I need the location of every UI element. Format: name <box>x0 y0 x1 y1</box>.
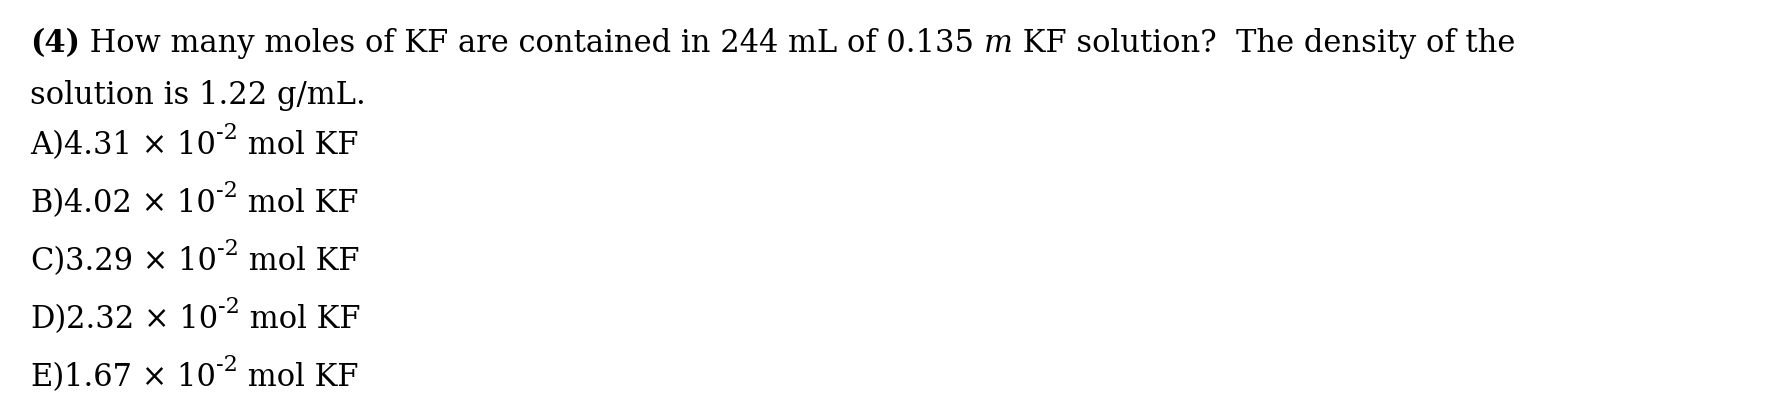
Text: m: m <box>983 28 1013 59</box>
Text: -2: -2 <box>216 180 237 202</box>
Text: mol KF: mol KF <box>237 130 359 161</box>
Text: A): A) <box>30 130 64 161</box>
Text: mol KF: mol KF <box>239 362 359 393</box>
Text: KF solution?  The density of the: KF solution? The density of the <box>1013 28 1515 59</box>
Text: -2: -2 <box>216 122 237 144</box>
Text: 4.02 × 10: 4.02 × 10 <box>64 188 216 219</box>
Text: (4): (4) <box>30 28 80 59</box>
Text: E): E) <box>30 362 64 393</box>
Text: B): B) <box>30 188 64 219</box>
Text: C): C) <box>30 246 65 277</box>
Text: 1.67 × 10: 1.67 × 10 <box>64 362 216 393</box>
Text: D): D) <box>30 304 65 335</box>
Text: -2: -2 <box>217 238 239 260</box>
Text: mol KF: mol KF <box>237 188 359 219</box>
Text: mol KF: mol KF <box>240 304 361 335</box>
Text: 4.31 × 10: 4.31 × 10 <box>64 130 216 161</box>
Text: solution is 1.22 g/mL.: solution is 1.22 g/mL. <box>30 80 366 111</box>
Text: How many moles of KF are contained in 244 mL of 0.135: How many moles of KF are contained in 24… <box>80 28 983 59</box>
Text: 3.29 × 10: 3.29 × 10 <box>65 246 217 277</box>
Text: -2: -2 <box>216 354 239 376</box>
Text: 2.32 × 10: 2.32 × 10 <box>65 304 219 335</box>
Text: mol KF: mol KF <box>239 246 359 277</box>
Text: -2: -2 <box>219 296 240 318</box>
